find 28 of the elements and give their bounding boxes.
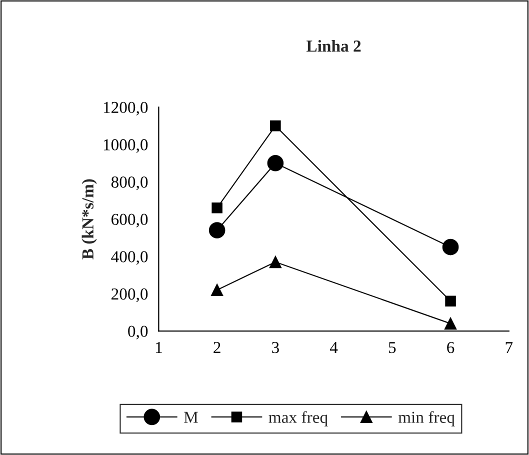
point <box>212 202 222 214</box>
point <box>442 238 459 256</box>
y-tick-label: 600,0 <box>112 214 148 228</box>
point <box>270 120 281 132</box>
y-tick-label: 400,0 <box>111 251 148 265</box>
y-tick-label: 0,0 <box>128 326 148 340</box>
y-tick-label: 200,0 <box>112 288 148 302</box>
point <box>444 317 457 330</box>
point <box>445 296 456 307</box>
point <box>267 154 284 172</box>
x-tick-label: 5 <box>388 342 396 354</box>
x-tick-label: 2 <box>214 342 220 353</box>
y-tick-label: 800,0 <box>111 176 148 190</box>
legend-label: M <box>184 412 198 423</box>
x-tick-label: 7 <box>506 342 513 353</box>
y-tick-label: 1000,0 <box>104 139 148 153</box>
point <box>208 222 226 238</box>
point <box>269 256 282 268</box>
y-axis-title: B (kN*s/m) <box>82 179 97 260</box>
x-tick-label: 3 <box>272 342 279 354</box>
x-tick-label: 6 <box>447 342 454 354</box>
legend-label: min freq <box>398 411 455 426</box>
x-tick-label: 4 <box>330 342 338 353</box>
y-tick-label: 1200,0 <box>104 102 148 116</box>
legend-label: max freq <box>268 411 328 426</box>
x-tick-label: 1 <box>156 342 162 353</box>
point <box>210 284 224 296</box>
chart-title: Linha 2 <box>306 40 361 52</box>
